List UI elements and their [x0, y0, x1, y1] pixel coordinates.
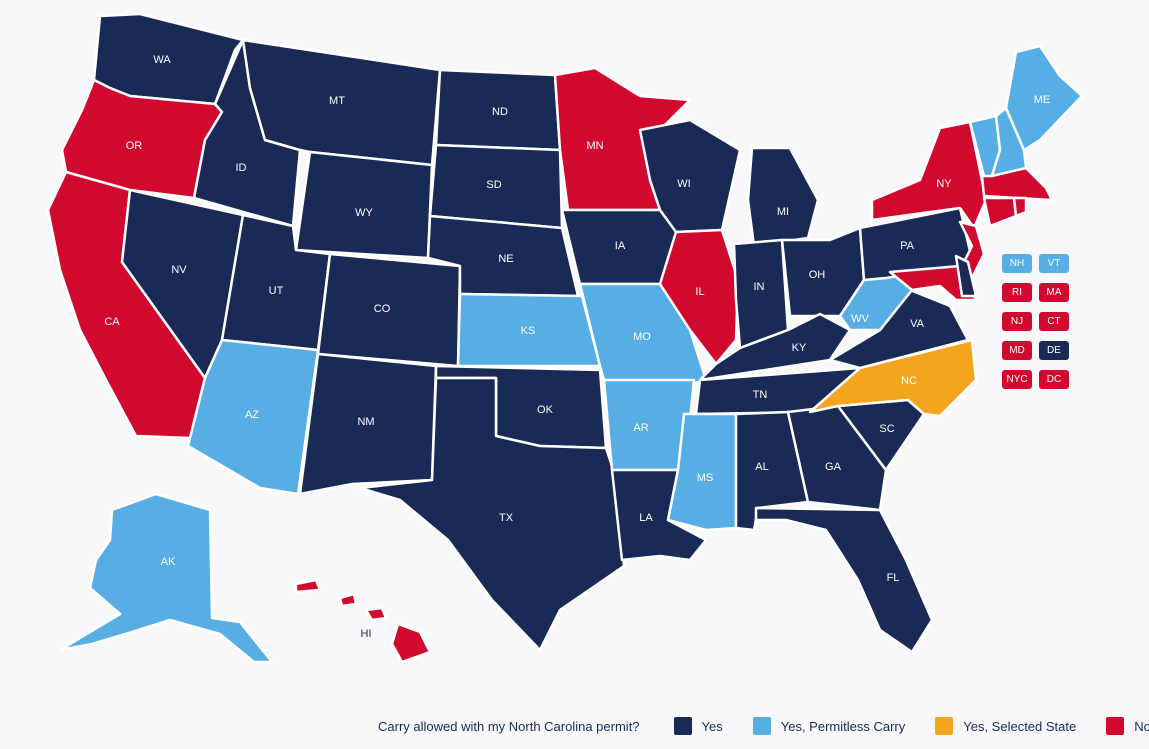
legend-swatch-no	[1106, 717, 1125, 735]
small-state-nyc[interactable]: NYC	[1002, 370, 1032, 389]
legend-item-yes[interactable]: Yes	[673, 717, 723, 735]
legend-label-selected: Yes, Selected State	[963, 718, 1077, 734]
state-de[interactable]	[954, 254, 978, 298]
legend-item-no[interactable]: No	[1106, 717, 1149, 735]
small-state-nj[interactable]: NJ	[1002, 312, 1032, 331]
state-il[interactable]	[658, 228, 740, 366]
small-state-ma[interactable]: MA	[1039, 283, 1069, 302]
label-hi: HI	[361, 628, 372, 640]
state-ks[interactable]	[456, 292, 602, 368]
legend-question: Carry allowed with my North Carolina per…	[378, 718, 640, 734]
legend-label-yes: Yes	[701, 718, 723, 734]
state-ct[interactable]	[982, 196, 1018, 228]
legend-swatch-permitless	[752, 717, 771, 735]
small-state-md[interactable]: MD	[1002, 341, 1032, 360]
small-state-vt[interactable]: VT	[1039, 254, 1069, 273]
legend-swatch-yes	[673, 717, 692, 735]
state-fl[interactable]	[754, 506, 934, 654]
state-nm[interactable]	[298, 352, 438, 496]
legend-label-no: No	[1134, 718, 1149, 734]
small-state-de[interactable]: DE	[1039, 341, 1069, 360]
state-nd[interactable]	[434, 68, 562, 152]
state-me[interactable]	[1004, 44, 1084, 152]
state-ri[interactable]	[1012, 196, 1028, 218]
small-state-ri[interactable]: RI	[1002, 283, 1032, 302]
small-state-dc[interactable]: DC	[1039, 370, 1069, 389]
state-ky[interactable]	[698, 312, 852, 382]
small-state-nh[interactable]: NH	[1002, 254, 1032, 273]
legend: Carry allowed with my North Carolina per…	[378, 716, 1149, 736]
state-tx[interactable]	[358, 376, 626, 652]
state-wy[interactable]	[294, 150, 434, 260]
state-nc[interactable]	[808, 338, 978, 418]
state-co[interactable]	[316, 252, 462, 368]
state-mi[interactable]	[746, 146, 820, 248]
legend-swatch-selected	[935, 717, 954, 735]
state-sd[interactable]	[428, 143, 564, 230]
small-state-ct[interactable]: CT	[1039, 312, 1069, 331]
state-ny[interactable]	[870, 120, 988, 230]
legend-item-permitless[interactable]: Yes, Permitless Carry	[752, 717, 906, 735]
legend-item-selected[interactable]: Yes, Selected State	[935, 717, 1076, 735]
legend-label-permitless: Yes, Permitless Carry	[780, 718, 906, 734]
state-hi[interactable]	[294, 578, 432, 664]
state-ak[interactable]	[58, 492, 274, 664]
